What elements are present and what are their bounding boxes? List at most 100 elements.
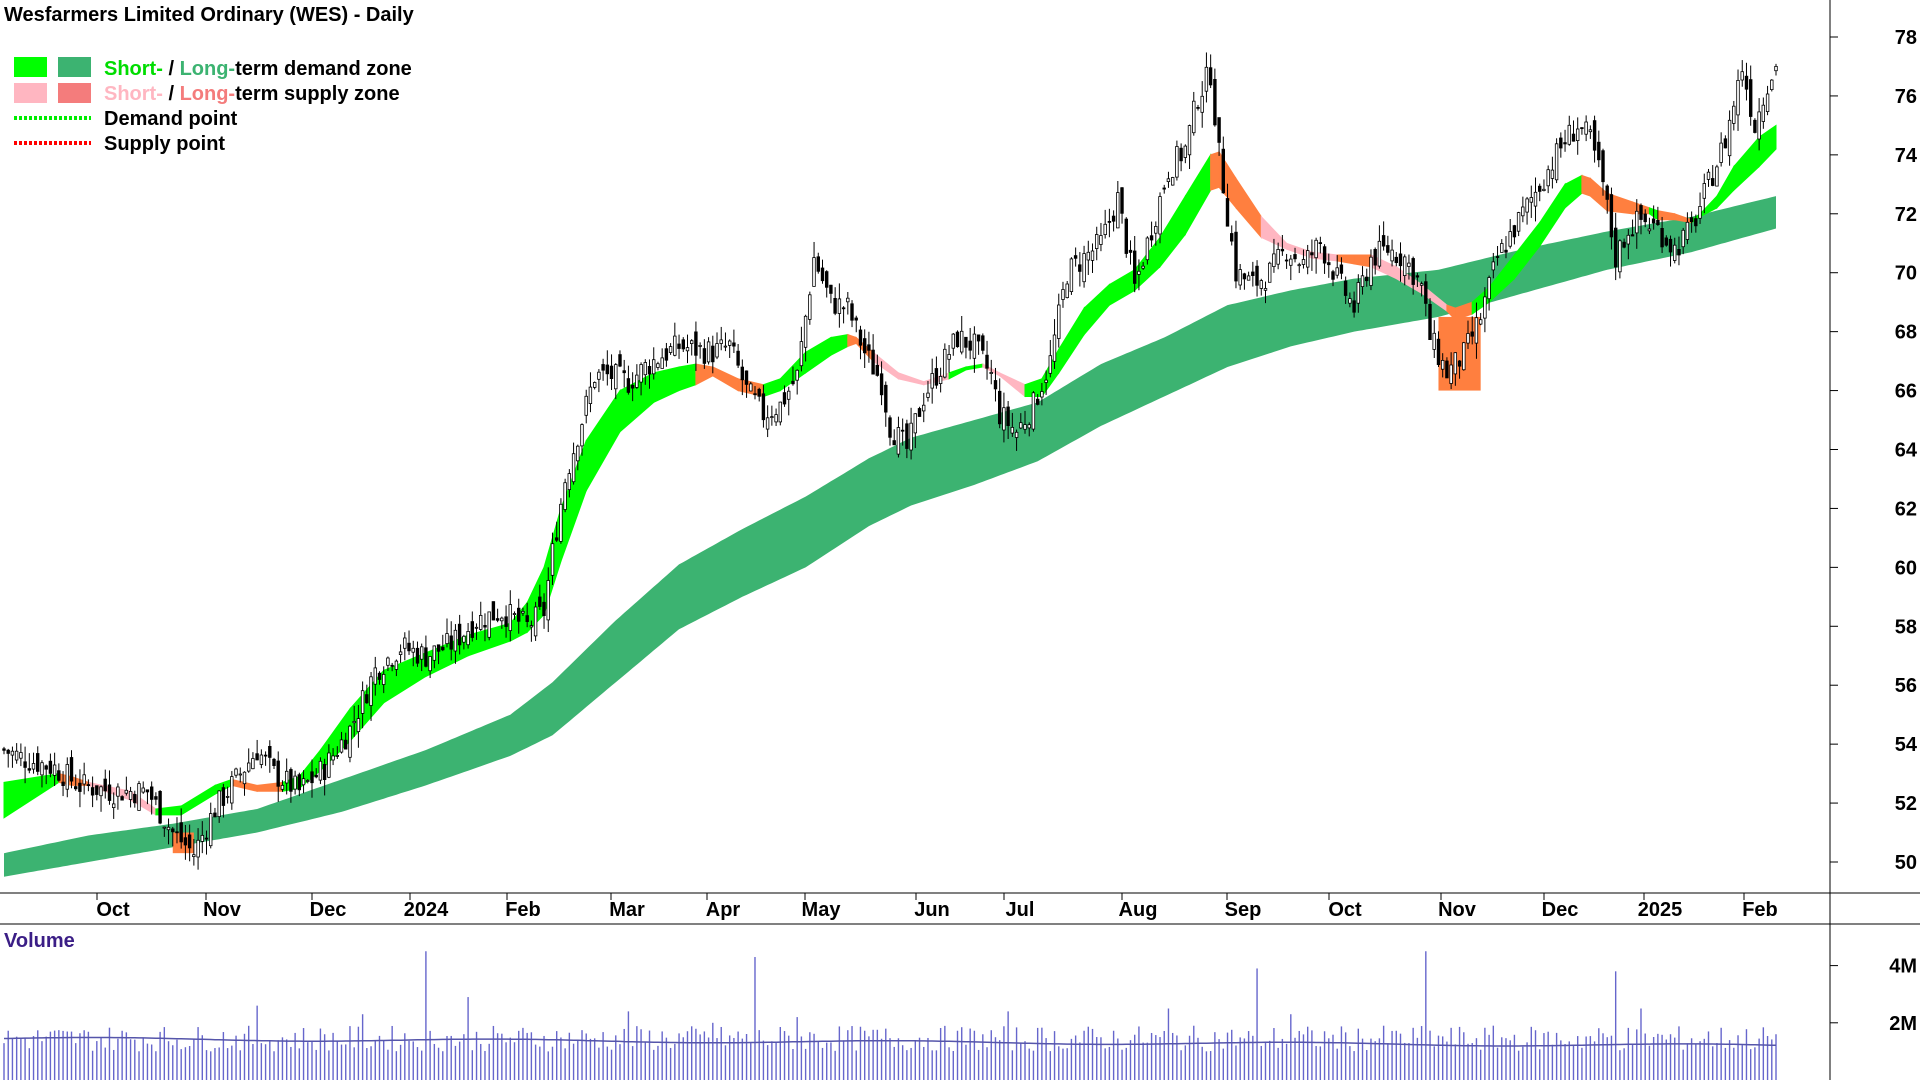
candle-body (504, 616, 508, 627)
candle-body (1141, 265, 1145, 269)
candle-body (1656, 219, 1660, 225)
candle-body (968, 340, 972, 351)
candle-body (597, 371, 601, 380)
candle-body (1027, 424, 1031, 429)
legend-supply-long: Long- (180, 83, 236, 105)
candle-body (217, 790, 221, 818)
candle-body (432, 645, 436, 661)
price-tick-label: 70 (1895, 263, 1917, 285)
candle-body (1289, 258, 1293, 266)
candle-body (1512, 225, 1517, 238)
candle-body (1061, 289, 1065, 300)
candle-body (74, 786, 78, 790)
candle-body (803, 315, 808, 348)
candle-body (187, 834, 192, 849)
candle-body (1453, 352, 1457, 375)
candle-body (61, 781, 65, 786)
candle-body (976, 334, 981, 342)
candle-body (1297, 264, 1301, 267)
candle-body (487, 611, 491, 638)
candle-body (175, 831, 179, 834)
candle-body (1563, 142, 1567, 145)
short-term-zone-segment (762, 378, 781, 398)
candle-body (394, 660, 399, 670)
short-term-zone-segment (3, 773, 60, 819)
candle-body (225, 796, 230, 798)
price-tick-label: 54 (1895, 734, 1918, 756)
candle-body (466, 631, 470, 646)
candle-body (478, 615, 483, 630)
legend-demand-zone: Short- / Long-term demand zone (104, 58, 412, 80)
price-tick-label: 64 (1895, 440, 1918, 462)
candle-body (858, 329, 863, 346)
candle-body (981, 335, 985, 351)
candle-body (242, 771, 247, 785)
candle-body (774, 414, 778, 423)
candle-body (837, 298, 842, 314)
candle-body (57, 770, 61, 781)
short-term-zone-segment (585, 388, 621, 493)
candle-body (453, 629, 458, 652)
price-tick-label: 60 (1895, 557, 1917, 579)
candle-body (875, 364, 879, 376)
candle-body (1268, 262, 1272, 283)
candle-body (1483, 296, 1487, 319)
candle-body (626, 378, 631, 393)
candle-body (1504, 249, 1508, 253)
candle-body (1052, 334, 1057, 362)
candle-body (1365, 276, 1369, 282)
legend-demand-point: Demand point (104, 108, 238, 130)
short-term-zone-segment (678, 363, 697, 392)
candle-body (1331, 271, 1335, 280)
month-tick-label: May (802, 899, 842, 921)
candle-body (871, 349, 875, 375)
month-tick-label: Sep (1225, 899, 1262, 921)
volume-tick-label: 4M (1889, 956, 1917, 978)
month-tick-label: Feb (505, 899, 541, 921)
candle-body (65, 764, 69, 790)
month-tick-label: Dec (310, 899, 347, 921)
candle-body (1010, 426, 1014, 434)
candle-body (867, 344, 871, 351)
candle-body (255, 753, 259, 761)
candle-body (1377, 240, 1382, 267)
candle-body (1373, 248, 1377, 266)
candle-body (677, 343, 681, 349)
candle-body (95, 785, 99, 795)
candle-body (1415, 275, 1420, 278)
candle-body (960, 330, 964, 353)
candle-body (251, 758, 255, 770)
candle-body (1757, 111, 1761, 140)
candle-body (1200, 95, 1204, 113)
candle-body (521, 611, 525, 614)
candle-body (398, 651, 403, 656)
candle-body (652, 359, 656, 375)
candle-body (1765, 93, 1770, 113)
candle-body (27, 768, 31, 771)
candle-body (1529, 197, 1533, 203)
candle-body (1171, 177, 1175, 186)
candle-body (1221, 148, 1225, 194)
candle-body (31, 763, 36, 770)
candle-body (457, 623, 462, 646)
candle-body (1293, 254, 1297, 260)
candle-body (1639, 205, 1643, 220)
candle-body (555, 537, 559, 541)
candle-body (1154, 225, 1158, 234)
candle-body (377, 672, 382, 680)
candle-body (306, 780, 310, 782)
candle-body (795, 369, 799, 381)
candle-body (1031, 392, 1036, 430)
candle-body (571, 453, 576, 483)
candle-body (145, 789, 150, 793)
short-term-zone-segment (830, 334, 849, 357)
price-tick-label: 58 (1895, 616, 1917, 638)
candle-body (702, 348, 707, 364)
candle-body (318, 760, 323, 781)
candle-body (715, 343, 719, 358)
candle-body (1006, 406, 1010, 427)
candle-body (926, 392, 930, 398)
candle-body (293, 775, 297, 790)
candle-body (289, 769, 293, 792)
short-term-zone-segment (180, 784, 216, 816)
